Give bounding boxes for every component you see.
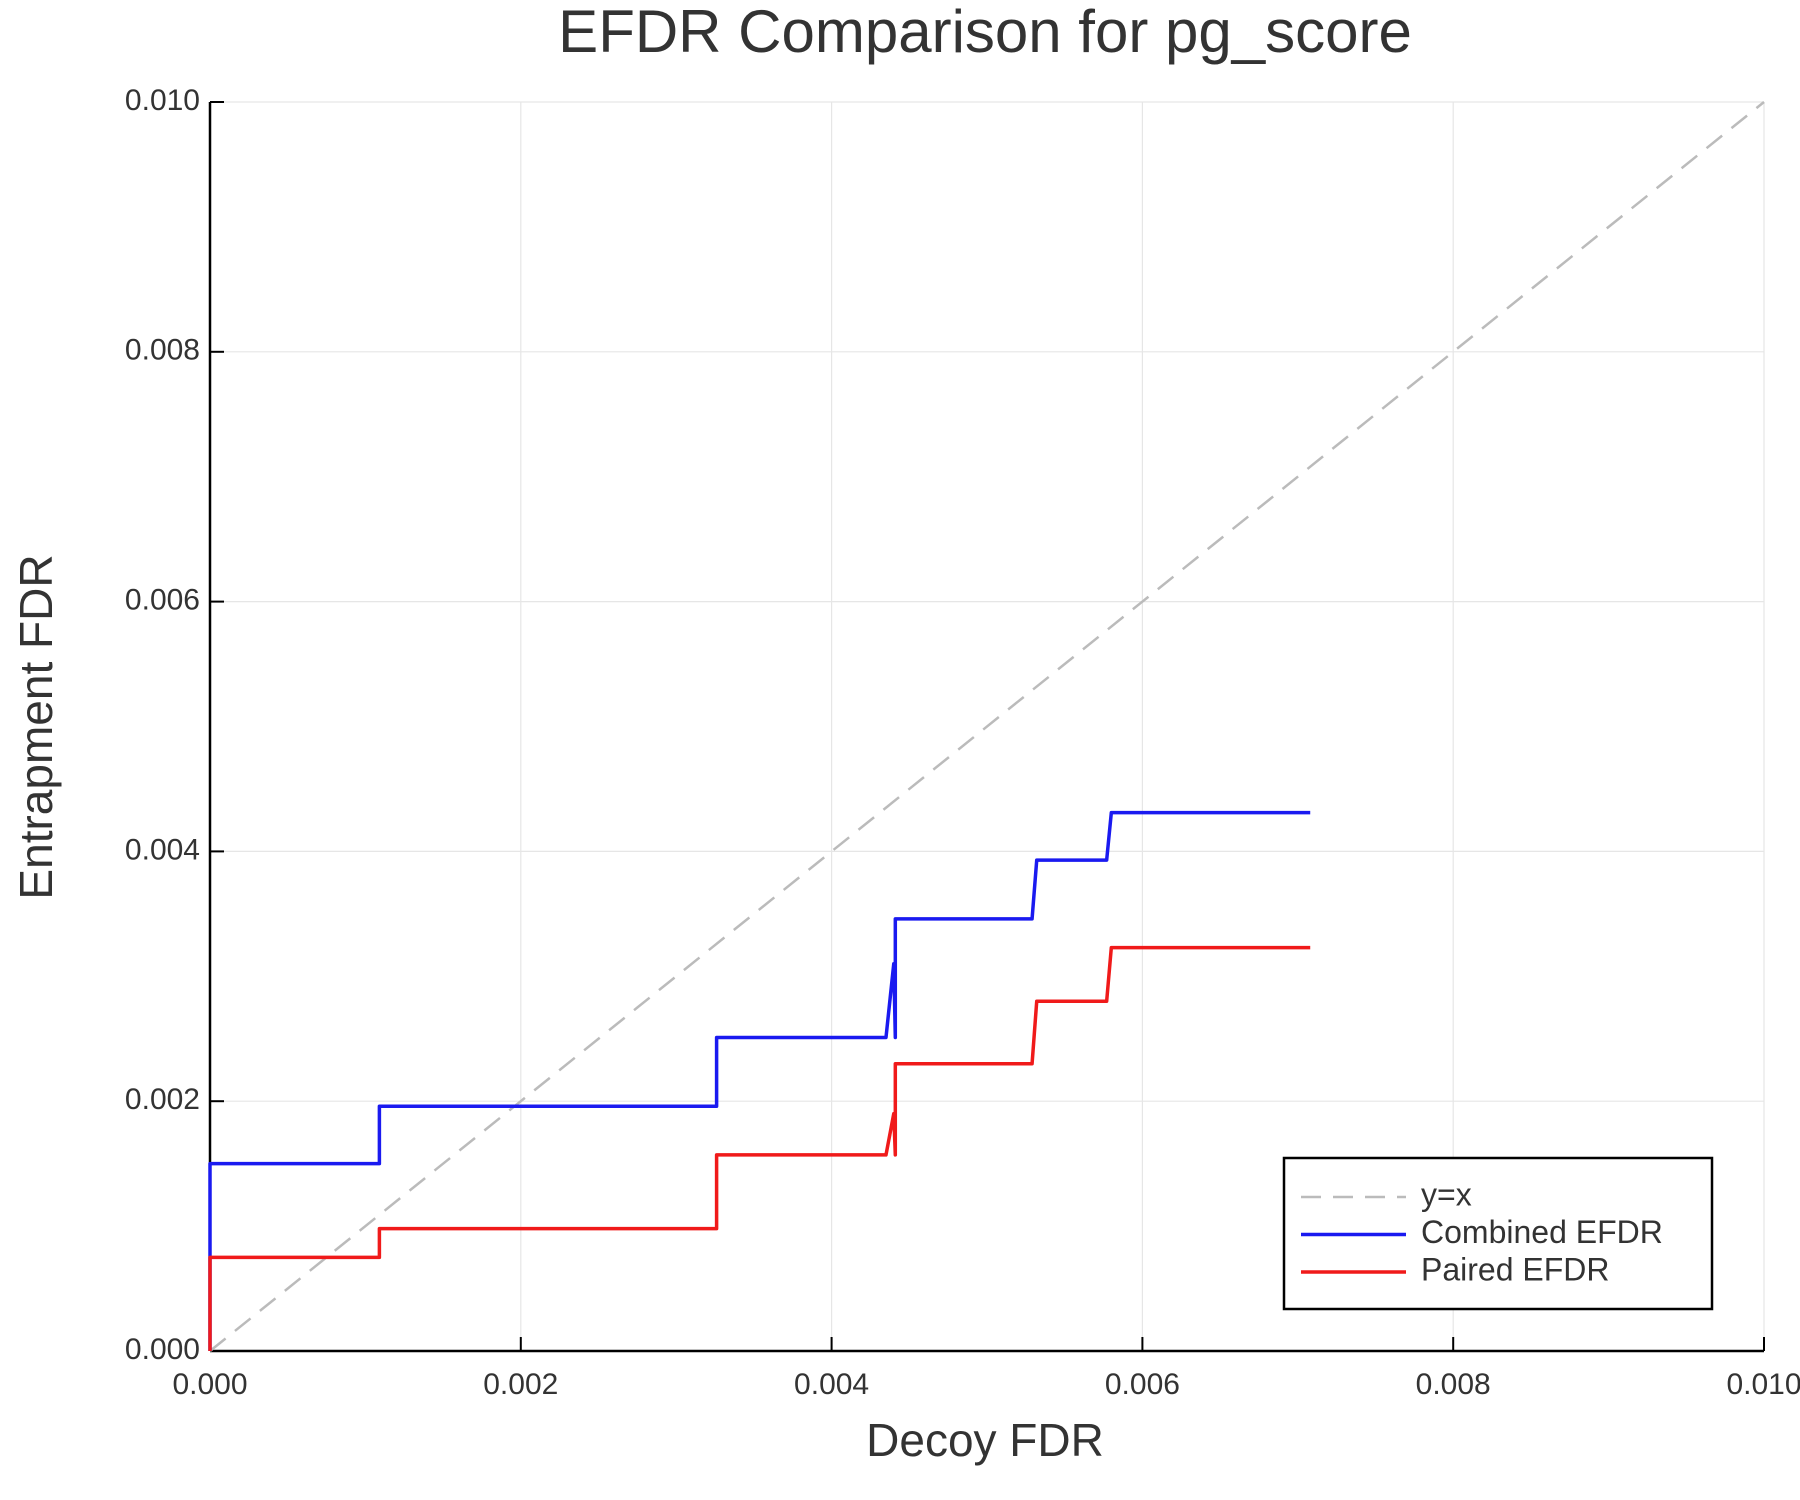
- y-tick-label: 0.004: [125, 833, 200, 866]
- x-tick-label: 0.008: [1416, 1368, 1491, 1401]
- x-tick-label: 0.006: [1105, 1368, 1180, 1401]
- x-tick-label: 0.000: [172, 1368, 247, 1401]
- series-line: [208, 810, 1311, 1351]
- x-tick-label: 0.010: [1726, 1368, 1800, 1401]
- y-tick-label: 0.006: [125, 584, 200, 617]
- series-line: [208, 945, 1311, 1351]
- legend-label: y=x: [1421, 1176, 1472, 1212]
- x-tick-label: 0.002: [483, 1368, 558, 1401]
- legend-label: Paired EFDR: [1421, 1251, 1610, 1287]
- chart-title: EFDR Comparison for pg_score: [558, 0, 1412, 65]
- y-tick-label: 0.010: [125, 84, 200, 117]
- y-tick-label: 0.000: [125, 1333, 200, 1366]
- y-tick-label: 0.002: [125, 1083, 200, 1116]
- series-line: [209, 101, 1765, 1352]
- y-axis-label: Entrapment FDR: [10, 554, 62, 899]
- x-tick-label: 0.004: [794, 1368, 869, 1401]
- x-axis-label: Decoy FDR: [866, 1414, 1104, 1466]
- legend-label: Combined EFDR: [1421, 1214, 1663, 1250]
- y-tick-label: 0.008: [125, 334, 200, 367]
